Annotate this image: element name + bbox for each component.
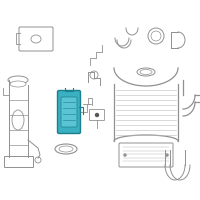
Ellipse shape: [8, 76, 28, 84]
Circle shape: [151, 31, 161, 41]
FancyBboxPatch shape: [58, 90, 80, 134]
FancyBboxPatch shape: [19, 27, 53, 51]
Ellipse shape: [10, 81, 26, 87]
Circle shape: [95, 113, 99, 117]
FancyBboxPatch shape: [119, 143, 173, 167]
Ellipse shape: [137, 68, 155, 76]
Ellipse shape: [59, 146, 73, 152]
FancyBboxPatch shape: [61, 97, 77, 127]
Circle shape: [124, 154, 127, 156]
Ellipse shape: [55, 144, 77, 154]
Ellipse shape: [31, 35, 41, 43]
Circle shape: [166, 154, 168, 156]
Circle shape: [148, 28, 164, 44]
FancyBboxPatch shape: [90, 110, 104, 120]
Circle shape: [35, 157, 41, 163]
FancyBboxPatch shape: [4, 156, 34, 168]
Ellipse shape: [12, 110, 24, 130]
Ellipse shape: [140, 70, 152, 74]
Circle shape: [90, 71, 98, 79]
